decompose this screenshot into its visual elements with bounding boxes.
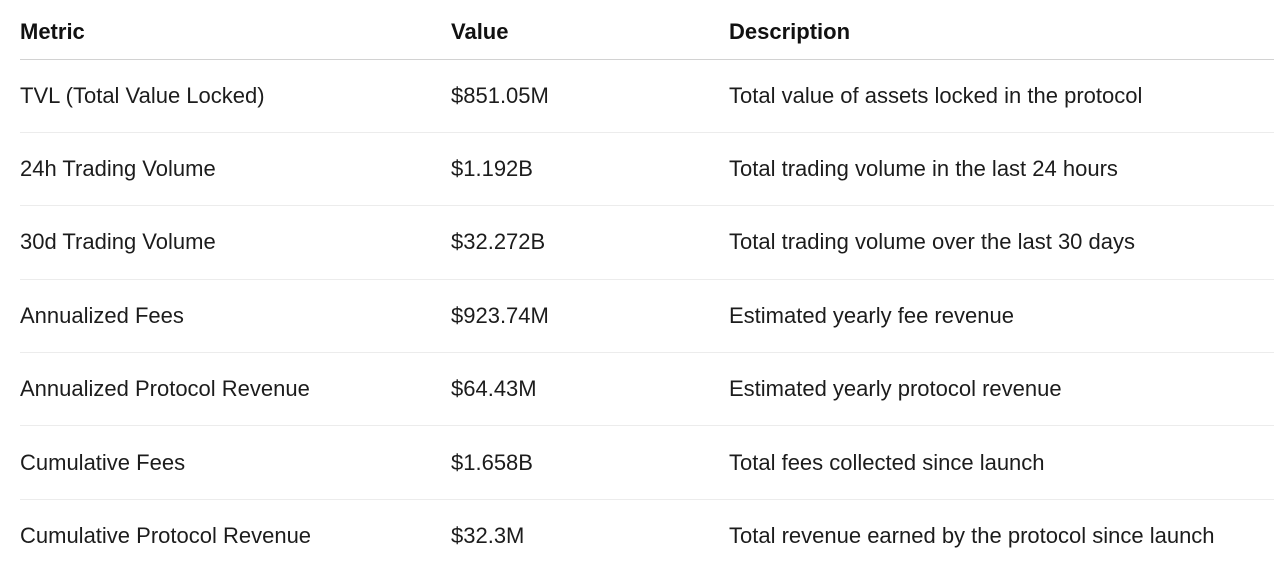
cell-metric: TVL (Total Value Locked) bbox=[20, 59, 451, 133]
cell-value: $1.658B bbox=[451, 425, 729, 500]
cell-metric: 30d Trading Volume bbox=[20, 205, 451, 280]
header-metric: Metric bbox=[20, 0, 451, 60]
table-row: Annualized Protocol Revenue $64.43M Esti… bbox=[20, 352, 1274, 427]
header-description: Description bbox=[729, 0, 1274, 60]
cell-description: Estimated yearly fee revenue bbox=[729, 279, 1274, 354]
cell-value: $64.43M bbox=[451, 352, 729, 427]
cell-metric: Cumulative Protocol Revenue bbox=[20, 523, 312, 549]
cell-value: $851.05M bbox=[451, 59, 729, 133]
cell-value: $1.192B bbox=[451, 132, 729, 207]
metrics-table: Metric Value Description TVL (Total Valu… bbox=[20, 0, 1274, 573]
cell-description: Estimated yearly protocol revenue bbox=[729, 352, 1274, 427]
header-value: Value bbox=[451, 0, 729, 60]
cell-metric: 24h Trading Volume bbox=[20, 132, 451, 207]
table-header: Metric Value Description bbox=[20, 0, 1274, 60]
cell-description: Total revenue earned by the protocol sin… bbox=[729, 523, 1215, 549]
cell-metric: Annualized Fees bbox=[20, 279, 451, 354]
metrics-table-container: Metric Value Description TVL (Total Valu… bbox=[20, 0, 1274, 573]
table-row: Cumulative Fees $1.658B Total fees colle… bbox=[20, 425, 1274, 500]
cell-value: $32.3M bbox=[451, 523, 525, 549]
table-row: 24h Trading Volume $1.192B Total trading… bbox=[20, 132, 1274, 207]
cell-description: Total value of assets locked in the prot… bbox=[729, 59, 1274, 133]
header-row: Metric Value Description bbox=[20, 0, 1274, 60]
cell-value: $923.74M bbox=[451, 279, 729, 354]
cell-description: Total fees collected since launch bbox=[729, 425, 1274, 500]
table-row: 30d Trading Volume $32.272B Total tradin… bbox=[20, 205, 1274, 280]
table-row: Annualized Fees $923.74M Estimated yearl… bbox=[20, 279, 1274, 354]
cell-metric: Cumulative Fees bbox=[20, 425, 451, 500]
cell-description: Total trading volume over the last 30 da… bbox=[729, 205, 1274, 280]
table-body: TVL (Total Value Locked) $851.05M Total … bbox=[20, 59, 1274, 573]
cell-value: $32.272B bbox=[451, 205, 729, 280]
cell-description: Total trading volume in the last 24 hour… bbox=[729, 132, 1274, 207]
cell-metric: Annualized Protocol Revenue bbox=[20, 352, 451, 427]
table-row: Cumulative Protocol Revenue $32.3M Total… bbox=[20, 499, 1274, 572]
table-row: TVL (Total Value Locked) $851.05M Total … bbox=[20, 59, 1274, 133]
